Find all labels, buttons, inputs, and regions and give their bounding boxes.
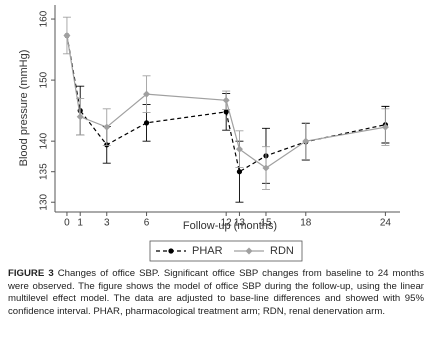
point <box>223 109 229 115</box>
legend-marker <box>168 248 174 254</box>
caption: FIGURE 3 Changes of office SBP. Significa… <box>8 268 424 318</box>
x-tick-label: 13 <box>234 218 246 229</box>
x-tick-label: 18 <box>300 218 312 229</box>
legend-marker <box>245 247 253 255</box>
point <box>76 113 84 121</box>
caption-text: Changes of office SBP. Significant offic… <box>8 268 424 317</box>
y-tick-label: 150 <box>39 71 50 88</box>
legend-box <box>149 240 303 262</box>
point <box>143 120 150 126</box>
caption-label: FIGURE 3 <box>8 268 54 279</box>
x-tick-label: 0 <box>64 218 70 229</box>
x-tick-label: 3 <box>104 218 110 229</box>
point <box>103 123 111 131</box>
point <box>222 96 230 104</box>
point <box>302 137 310 145</box>
point <box>63 32 71 40</box>
y-tick-label: 135 <box>39 163 50 180</box>
point <box>381 123 389 131</box>
point <box>262 164 270 172</box>
point <box>143 90 151 98</box>
x-tick-label: 12 <box>221 218 233 229</box>
y-tick-label: 140 <box>39 132 50 149</box>
x-tick-label: 15 <box>260 218 272 229</box>
x-tick-label: 6 <box>144 218 150 229</box>
chart: Blood pressure (mmHg) Follow-up (months)… <box>18 5 400 262</box>
x-tick-label: 1 <box>77 218 83 229</box>
legend-label: RDN <box>270 245 294 257</box>
y-tick-label: 130 <box>39 193 50 210</box>
y-tick-label: 160 <box>39 10 50 27</box>
y-axis-label: Blood pressure (mmHg) <box>18 50 30 167</box>
x-tick-label: 24 <box>380 218 392 229</box>
legend-label: PHAR <box>192 245 223 257</box>
point <box>236 169 243 175</box>
x-axis-label: Follow-up (months) <box>183 220 277 232</box>
point <box>235 145 243 153</box>
